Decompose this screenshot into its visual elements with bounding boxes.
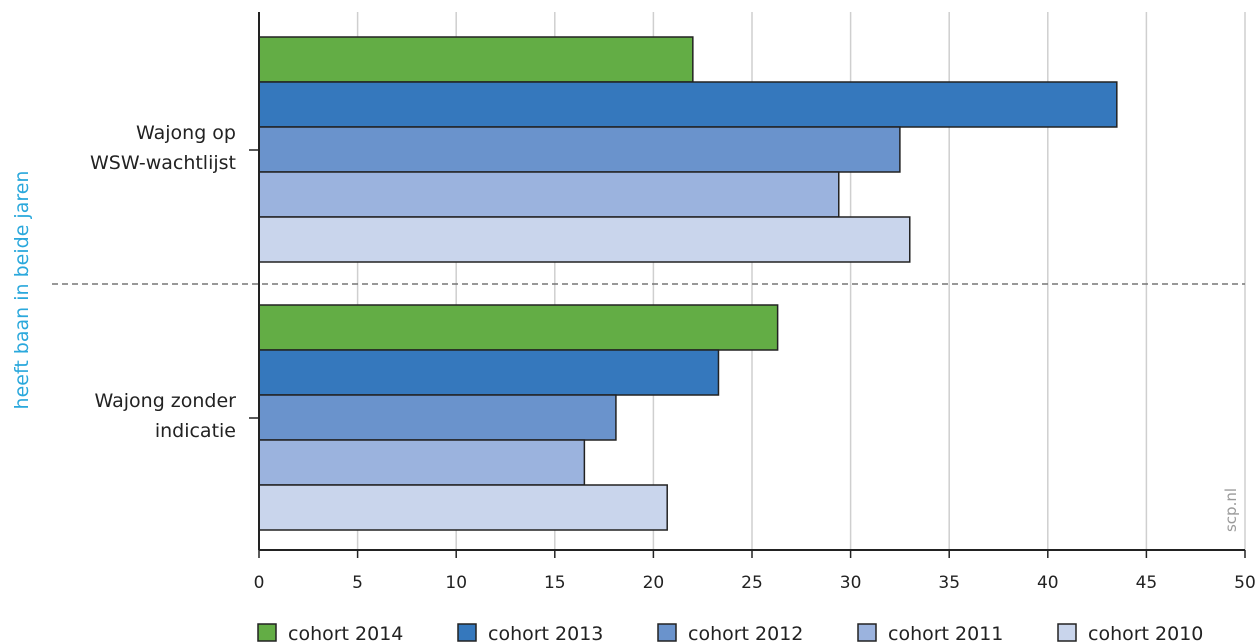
bar — [258, 394, 617, 441]
x-tick-label: 5 — [352, 573, 363, 593]
category-label: Wajong zonder — [95, 390, 237, 412]
x-tick-labels: 0 5 10 15 20 25 30 35 40 45 50 — [254, 550, 1256, 593]
x-tick-label: 15 — [544, 573, 566, 593]
x-tick-label: 35 — [938, 573, 960, 593]
category-labels: Wajong op WSW-wachtlijst Wajong zonder indi… — [90, 122, 259, 442]
legend: cohort 2014 cohort 2013 cohort 2012 cohort … — [257, 623, 1203, 644]
legend-swatch — [857, 623, 877, 642]
bar — [258, 304, 779, 351]
legend-label: cohort 2010 — [1088, 623, 1203, 644]
legend-label: cohort 2012 — [688, 623, 803, 644]
x-tick-label: 0 — [254, 573, 265, 593]
category-label: WSW-wachtlijst — [90, 152, 236, 174]
legend-swatch — [657, 623, 677, 642]
bar — [258, 81, 1118, 128]
bar — [258, 439, 586, 486]
category-label: Wajong op — [136, 122, 236, 144]
legend-label: cohort 2014 — [288, 623, 403, 644]
category-label: indicatie — [155, 420, 236, 442]
x-tick-label: 20 — [643, 573, 665, 593]
x-tick-label: 30 — [840, 573, 862, 593]
bars — [258, 36, 1118, 531]
bar — [258, 126, 901, 173]
bar — [258, 36, 694, 83]
bar — [258, 484, 668, 531]
y-axis-label: heeft baan in beide jaren — [11, 171, 33, 410]
x-tick-label: 25 — [741, 573, 763, 593]
legend-label: cohort 2011 — [888, 623, 1003, 644]
x-tick-label: 10 — [445, 573, 467, 593]
x-tick-label: 50 — [1234, 573, 1256, 593]
legend-swatch — [1057, 623, 1077, 642]
legend-swatch — [257, 623, 277, 642]
legend-label: cohort 2013 — [488, 623, 603, 644]
legend-swatch — [457, 623, 477, 642]
x-tick-label: 40 — [1037, 573, 1059, 593]
x-tick-label: 45 — [1136, 573, 1158, 593]
watermark: scp.nl — [1222, 488, 1240, 532]
bar — [258, 171, 840, 218]
bar — [258, 349, 720, 396]
bar — [258, 216, 911, 263]
